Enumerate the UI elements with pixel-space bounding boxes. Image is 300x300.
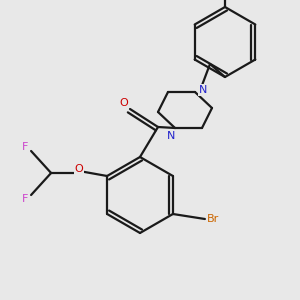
- Text: N: N: [199, 85, 207, 95]
- Text: F: F: [22, 194, 28, 204]
- Text: O: O: [75, 164, 83, 174]
- Text: O: O: [120, 98, 128, 108]
- Text: F: F: [22, 142, 28, 152]
- Text: Br: Br: [207, 214, 219, 224]
- Text: N: N: [167, 131, 175, 141]
